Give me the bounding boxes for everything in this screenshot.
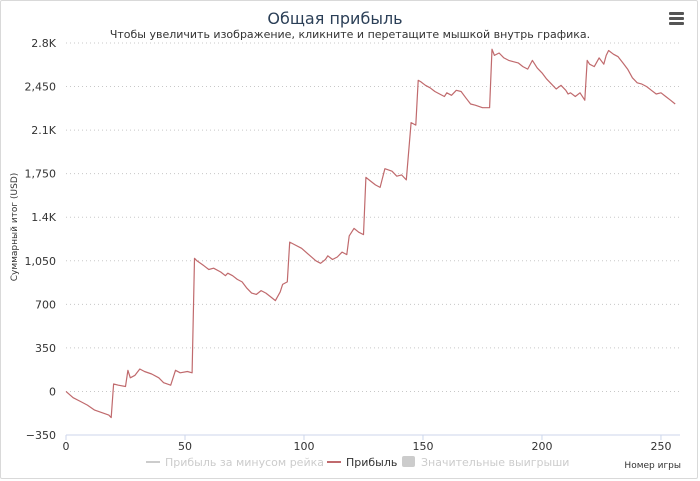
legend-label-profit: Прибыль xyxy=(346,456,397,469)
chart-title: Общая прибыль xyxy=(267,9,402,28)
y-tick-label: 2.8K xyxy=(31,37,56,50)
y-tick-label: 2.1K xyxy=(31,124,56,137)
series-line-profit[interactable] xyxy=(65,48,676,419)
x-tick-label: 250 xyxy=(650,440,671,453)
legend-item-net-profit[interactable]: Прибыль за минусом рейка xyxy=(146,456,324,469)
x-axis-title: Номер игры xyxy=(624,461,681,471)
legend-item-big-wins[interactable]: Значительные выигрыши xyxy=(402,456,569,469)
y-tick-label: 1,750 xyxy=(25,168,57,181)
x-tick-label: 0 xyxy=(63,440,70,453)
legend: Прибыль за минусом рейка Прибыль Значите… xyxy=(146,456,569,469)
chart-subtitle: Чтобы увеличить изображение, кликните и … xyxy=(110,28,590,41)
y-tick-label: 1.4K xyxy=(31,211,56,224)
y-tick-label: 350 xyxy=(35,342,56,355)
menu-icon xyxy=(669,12,684,15)
legend-label-big-wins: Значительные выигрыши xyxy=(421,456,569,469)
y-tick-label: 700 xyxy=(35,298,56,311)
grid xyxy=(66,42,680,392)
y-axis-title: Суммарный итог (USD) xyxy=(10,173,20,282)
x-tick-label: 200 xyxy=(531,440,552,453)
y-tick-label: 2,450 xyxy=(25,81,57,94)
y-tick-label: 0 xyxy=(49,385,56,398)
x-tick-label: 100 xyxy=(293,440,314,453)
legend-symbol-big-wins xyxy=(402,456,415,467)
y-axis-ticks: 2.8K 2,450 2.1K 1,750 1.4K 1,050 700 350 0 −350 xyxy=(25,37,57,442)
x-tick-label: 150 xyxy=(412,440,433,453)
legend-item-profit[interactable]: Прибыль xyxy=(327,456,397,469)
x-tick-label: 50 xyxy=(178,440,192,453)
chart-menu-button[interactable] xyxy=(666,10,688,30)
y-tick-label: 1,050 xyxy=(25,255,57,268)
series-layer xyxy=(65,48,676,419)
y-tick-label: −350 xyxy=(26,429,56,442)
x-axis-ticks: 0 50 100 150 200 250 xyxy=(63,435,671,453)
legend-label-net-profit: Прибыль за минусом рейка xyxy=(165,456,324,469)
